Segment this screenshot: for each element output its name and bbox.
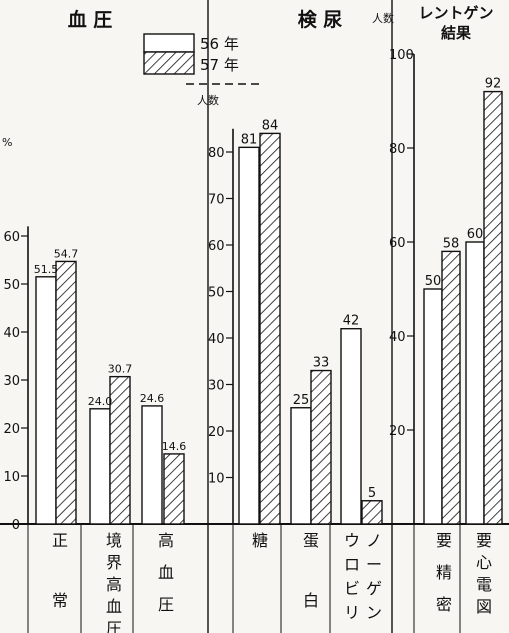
category-label: 血 <box>158 563 174 582</box>
y-tick-label: 10 <box>208 472 225 487</box>
y-axis-unit-label: 人数 <box>197 94 219 107</box>
y-tick-label: 80 <box>389 142 406 157</box>
legend-swatch-56 <box>143 33 195 53</box>
category-label: 電 <box>476 575 492 594</box>
bar-57 <box>55 260 77 525</box>
y-tick-label: 50 <box>3 278 20 293</box>
data-label: 33 <box>313 356 330 371</box>
y-tick-label: 10 <box>3 470 20 485</box>
panel-title: 検 尿 <box>298 8 343 31</box>
y-tick-label: 20 <box>208 425 225 440</box>
y-tick-label: 60 <box>389 236 406 251</box>
category-label: 常 <box>52 591 68 610</box>
data-label: 24.6 <box>140 392 165 405</box>
panel-title: 結果 <box>441 24 472 42</box>
data-label: 24.0 <box>88 395 113 408</box>
data-label: 92 <box>485 77 502 92</box>
category-label: 界 <box>106 553 122 572</box>
y-tick-label: 80 <box>208 146 225 161</box>
category-label: 精 <box>436 563 452 582</box>
category-label: 要 <box>436 531 452 550</box>
category-label: 要 <box>476 531 492 550</box>
bar-56 <box>141 405 163 525</box>
category-label: ロ <box>344 555 360 574</box>
bar-56 <box>89 408 111 525</box>
y-tick-label: 30 <box>208 379 225 394</box>
category-label: 血 <box>106 597 122 616</box>
category-label: 正 <box>52 531 68 550</box>
data-label: 54.7 <box>54 247 79 260</box>
bar-56 <box>238 146 260 525</box>
y-tick-label: 60 <box>3 230 20 245</box>
bar-56 <box>340 328 362 525</box>
y-axis-unit-label: 人数 <box>372 12 394 25</box>
bar-57 <box>441 250 461 525</box>
data-label: 60 <box>467 227 484 242</box>
bar-57 <box>310 369 332 525</box>
bar-57 <box>259 132 281 525</box>
category-label: 密 <box>436 595 452 614</box>
panel-title: 血 圧 <box>68 8 113 31</box>
category-label: 糖 <box>252 531 268 550</box>
y-tick-label: 40 <box>389 330 406 345</box>
category-label: ー <box>366 555 382 574</box>
category-label: ン <box>366 603 382 622</box>
y-tick-label: 40 <box>208 332 225 347</box>
y-tick-label: 100 <box>389 48 414 63</box>
category-label: 白 <box>303 591 319 610</box>
data-label: 14.6 <box>162 440 187 453</box>
data-label: 25 <box>293 393 310 408</box>
y-axis-unit-label: % <box>2 136 12 149</box>
data-label: 5 <box>368 486 376 501</box>
y-tick-label: 20 <box>3 422 20 437</box>
y-tick-label: 60 <box>208 239 225 254</box>
category-label: 図 <box>476 597 492 616</box>
y-tick-label: 20 <box>389 424 406 439</box>
y-tick-label: 30 <box>3 374 20 389</box>
y-tick-label: 40 <box>3 326 20 341</box>
bar-56 <box>290 407 312 525</box>
data-label: 50 <box>425 274 442 289</box>
data-label: 81 <box>241 132 258 147</box>
category-label: 高 <box>158 531 174 550</box>
category-label: ビ <box>344 579 360 598</box>
bar-57 <box>361 500 383 525</box>
category-label: 境 <box>106 531 122 550</box>
bar-56 <box>423 288 443 525</box>
data-label: 42 <box>343 314 360 329</box>
y-tick-label: 70 <box>208 193 225 208</box>
data-label: 58 <box>443 236 460 251</box>
category-label: リ <box>344 603 360 622</box>
panel-title: レントゲン <box>418 4 493 22</box>
bar-56 <box>35 276 57 525</box>
data-label: 51.5 <box>34 263 59 276</box>
category-label: 心 <box>476 553 492 572</box>
legend-swatch-57 <box>143 51 195 75</box>
y-tick-label: 50 <box>208 286 225 301</box>
data-label: 84 <box>262 118 279 133</box>
bar-56 <box>465 241 485 525</box>
bar-57 <box>163 453 185 525</box>
category-label: 圧 <box>106 619 122 633</box>
legend-label-57: 57 年 <box>200 56 239 74</box>
y-tick-label: 0 <box>12 518 20 533</box>
category-label: 蛋 <box>303 531 319 550</box>
bar-57 <box>109 375 131 525</box>
category-label: ゲ <box>366 579 382 598</box>
category-label: 圧 <box>158 595 174 614</box>
category-label: ノ <box>366 531 382 550</box>
data-label: 30.7 <box>108 363 133 376</box>
bar-57 <box>483 90 503 525</box>
category-label: 高 <box>106 575 122 594</box>
category-label: ウ <box>344 531 360 550</box>
legend-label-56: 56 年 <box>200 35 239 53</box>
